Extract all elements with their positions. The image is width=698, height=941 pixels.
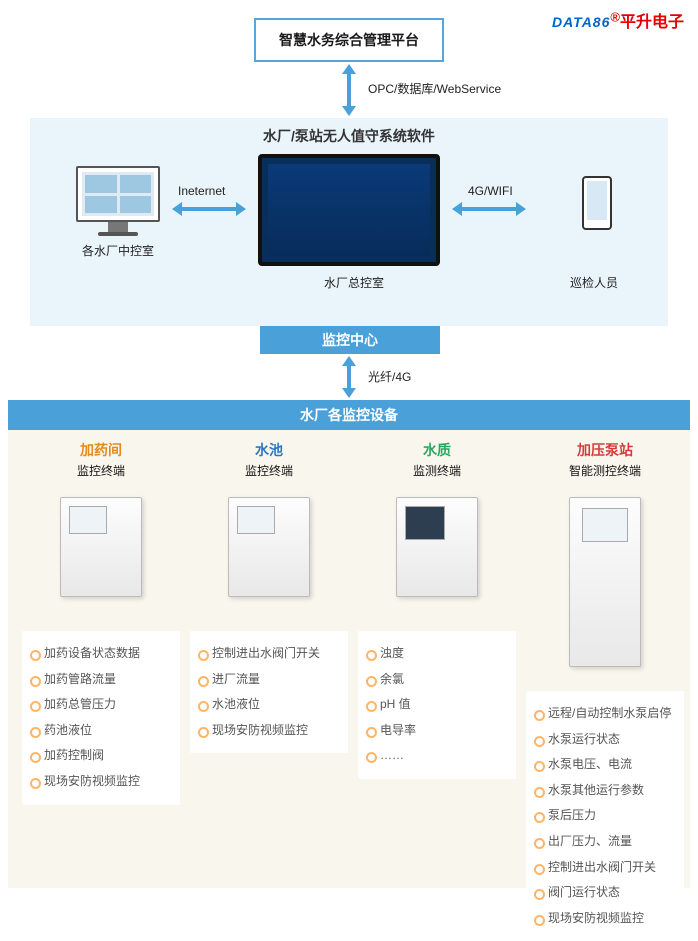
feature-item: 加药总管压力	[30, 692, 172, 718]
feature-list: 浊度余氯pH 值电导率……	[358, 631, 516, 779]
feature-item: 加药设备状态数据	[30, 641, 172, 667]
control-room-monitor: 各水厂中控室	[76, 166, 160, 259]
main-control-screen	[258, 154, 440, 266]
feature-item: 加药控制阀	[30, 743, 172, 769]
feature-item: ……	[366, 743, 508, 769]
feature-item: 电导率	[366, 718, 508, 744]
device-column-2: 水质监测终端浊度余氯pH 值电导率……	[358, 440, 516, 779]
feature-item: 余氯	[366, 667, 508, 693]
feature-list: 控制进出水阀门开关进厂流量水池液位现场安防视频监控	[190, 631, 348, 753]
device-image	[560, 497, 650, 677]
4g-label: 4G/WIFI	[468, 184, 513, 198]
feature-list: 加药设备状态数据加药管路流量加药总管压力药池液位加药控制阀现场安防视频监控	[22, 631, 180, 805]
arrow-center-to-devices	[342, 356, 356, 398]
logo-brand: 平升电子	[620, 14, 684, 31]
control-room-caption: 各水厂中控室	[82, 242, 154, 259]
inspector-caption: 巡检人员	[570, 274, 618, 291]
feature-item: 现场安防视频监控	[198, 718, 340, 744]
column-subtitle: 智能测控终端	[526, 462, 684, 479]
feature-item: 远程/自动控制水泵启停	[534, 701, 676, 727]
column-subtitle: 监控终端	[22, 462, 180, 479]
feature-item: 现场安防视频监控	[30, 769, 172, 795]
software-panel: 水厂/泵站无人值守系统软件 各水厂中控室 水厂总控室 巡检人员 Ineterne…	[30, 118, 668, 326]
column-title: 加药间	[22, 440, 180, 460]
device-column-0: 加药间监控终端加药设备状态数据加药管路流量加药总管压力药池液位加药控制阀现场安防…	[22, 440, 180, 805]
feature-item: 水泵运行状态	[534, 727, 676, 753]
feature-item: 控制进出水阀门开关	[198, 641, 340, 667]
inspector-phone	[582, 176, 612, 230]
platform-title: 智慧水务综合管理平台	[279, 30, 419, 50]
arrow-platform-to-software	[342, 64, 356, 116]
feature-list: 远程/自动控制水泵启停水泵运行状态水泵电压、电流水泵其他运行参数泵后压力出厂压力…	[526, 691, 684, 941]
device-image	[224, 497, 314, 617]
feature-item: 进厂流量	[198, 667, 340, 693]
feature-item: 水池液位	[198, 692, 340, 718]
device-image	[56, 497, 146, 617]
device-image	[392, 497, 482, 617]
brand-logo: DATA86®平升电子	[552, 8, 684, 32]
feature-item: 浊度	[366, 641, 508, 667]
feature-item: 水泵其他运行参数	[534, 778, 676, 804]
device-column-3: 加压泵站智能测控终端远程/自动控制水泵启停水泵运行状态水泵电压、电流水泵其他运行…	[526, 440, 684, 941]
feature-item: 加药管路流量	[30, 667, 172, 693]
device-column-1: 水池监控终端控制进出水阀门开关进厂流量水池液位现场安防视频监控	[190, 440, 348, 753]
devices-band-label: 水厂各监控设备	[300, 405, 398, 425]
main-control-caption: 水厂总控室	[324, 274, 384, 291]
feature-item: 阀门运行状态	[534, 880, 676, 906]
devices-band: 水厂各监控设备	[8, 400, 690, 430]
arrow-4g	[452, 202, 526, 216]
feature-item: 泵后压力	[534, 803, 676, 829]
feature-item: 水泵电压、电流	[534, 752, 676, 778]
devices-panel: 加药间监控终端加药设备状态数据加药管路流量加药总管压力药池液位加药控制阀现场安防…	[8, 430, 690, 888]
feature-item: 出厂压力、流量	[534, 829, 676, 855]
column-title: 水池	[190, 440, 348, 460]
feature-item: 现场安防视频监控	[534, 906, 676, 932]
internet-label: Ineternet	[178, 184, 225, 198]
column-subtitle: 监测终端	[358, 462, 516, 479]
column-title: 水质	[358, 440, 516, 460]
monitoring-center-bar: 监控中心	[260, 326, 440, 354]
logo-data: DATA86	[552, 14, 610, 30]
arrow-internet	[172, 202, 246, 216]
monitoring-center-label: 监控中心	[322, 330, 378, 350]
feature-item: 药池液位	[30, 718, 172, 744]
platform-title-box: 智慧水务综合管理平台	[254, 18, 444, 62]
feature-item: 控制进出水阀门开关	[534, 855, 676, 881]
column-title: 加压泵站	[526, 440, 684, 460]
feature-item: pH 值	[366, 692, 508, 718]
logo-reg: ®	[610, 9, 620, 24]
link-opc-label: OPC/数据库/WebService	[368, 80, 501, 97]
fiber-label: 光纤/4G	[368, 368, 411, 385]
column-subtitle: 监控终端	[190, 462, 348, 479]
software-panel-title: 水厂/泵站无人值守系统软件	[30, 118, 668, 154]
